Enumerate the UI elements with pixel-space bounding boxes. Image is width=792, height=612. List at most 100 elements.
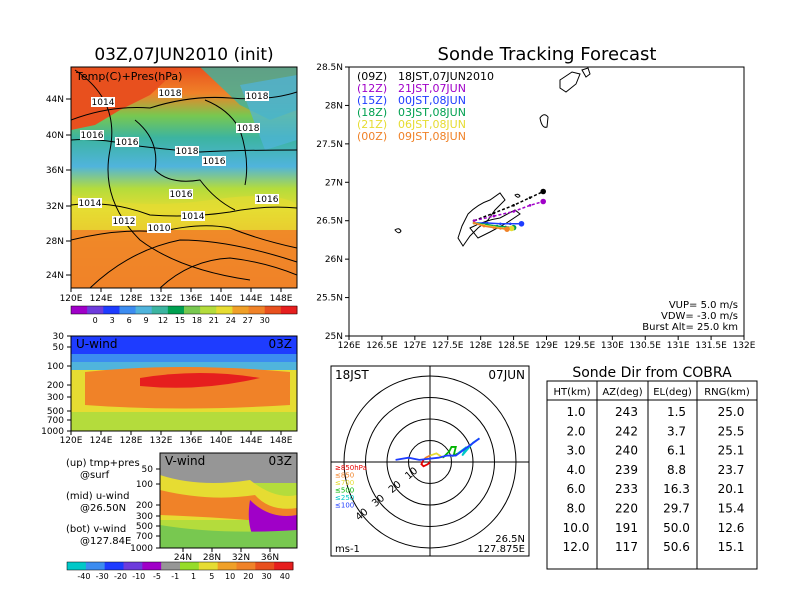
track-legend-time: 00JST,08JUN [398,94,466,107]
legend-line: (mid) u-wind [66,491,129,502]
track-lon-label: 128.5E [498,341,530,351]
hodograph-legend-item: ≤850 [335,472,354,480]
track-lat-label: 26N [325,255,343,265]
isobar-line [159,257,297,288]
v-lat-label: 28N [203,553,221,563]
v-wind-frame [159,452,298,549]
sonde-track-point [512,210,515,213]
table-cell: 117 [615,540,638,554]
v-pressure-label: 200 [136,501,153,511]
table-cell: 23.7 [718,463,745,477]
track-lat-label: 25N [325,332,343,342]
colorbar-swatch [142,562,162,570]
track-legend-time: 21JST,07JUN [398,82,466,95]
map-frame [70,66,298,289]
v-pressure-label: 50 [142,465,154,475]
v-pressure-label: 1000 [130,544,153,554]
colorbar-swatch [119,306,137,314]
track-lon-label: 126E [338,341,361,351]
legend-line: @127.84E [80,536,131,547]
colorbar-swatch [67,562,87,570]
colorbar-swatch [87,306,104,314]
table-cell: 8.0 [566,502,585,516]
v-wind-field [160,453,297,548]
hodograph-lon: 127.875E [477,544,525,555]
tracking-lat-ticks: 28.5N 28N 27.5N 27N 26.5N 26N 25.5N 25N [316,63,349,342]
hodograph-legend-item: ≥850hPa [335,464,367,472]
u-pressure-label: 200 [47,381,64,391]
map-lat-label: 24N [46,271,64,281]
legend-line: @surf [80,470,110,481]
v-lat-label: 36N [261,553,279,563]
sonde-track-point [472,219,476,223]
temperature-colorbar: 0 3 6 9 12 15 18 21 24 27 30 [70,305,298,325]
u-wind-time: 03Z [269,337,293,351]
table-cell: 243 [615,405,638,419]
map-title: 03Z,07JUN2010 (init) [94,45,273,65]
colorbar-swatch [216,306,233,314]
sonde-track-point [492,226,496,229]
track-legend-time: 18JST,07JUN2010 [398,70,494,83]
v-pressure-label: 300 [136,512,153,522]
sonde-track-point [512,204,515,207]
colorbar-swatch [135,306,153,314]
pressure-label-bg [255,194,279,204]
table-header: EL(deg) [653,387,692,398]
colorbar-swatch [264,306,282,314]
hodograph-time-right: 07JUN [488,368,525,382]
track-legend-zulu: (15Z) [357,94,387,107]
track-lat-label: 27.5N [316,140,343,150]
table-cell: 220 [615,502,638,516]
hodograph-segment [420,459,431,468]
pressure-label: 1018 [159,89,182,99]
hodograph-segment [395,437,480,461]
table-header: AZ(deg) [602,387,642,398]
sonde-track-point [499,227,502,230]
colorbar-tick: 12 [158,316,168,325]
pressure-label-bg [78,198,102,208]
u-wind-lon-ticks: 120E 124E 128E 132E 136E 140E 144E 148E [60,431,293,446]
table-header: HT(km) [554,387,591,398]
track-legend-time: 06JST,08JUN [398,118,466,131]
map-lon-label: 132E [150,294,173,304]
u-lon-label: 148E [270,436,293,446]
colorbar-swatch [217,562,237,570]
colorbar-swatch [236,562,256,570]
colorbar-tick: 0 [93,316,98,325]
table-cell: 6.0 [566,482,585,496]
track-lat-label: 27N [325,178,343,188]
temperature-field [71,67,297,288]
u-lon-label: 128E [120,436,143,446]
map-lat-label: 28N [46,237,64,247]
sonde-track-point [518,220,525,227]
pressure-label-bg [245,91,269,101]
u-lon-label: 144E [240,436,263,446]
table-cell: 4.0 [566,463,585,477]
hodograph-height-legend: ≥850hPa≤850≤700≤500≤250≤100 [335,464,367,510]
table-cell: 8.8 [667,463,686,477]
hodograph-legend-item: ≤500 [335,487,354,495]
colorbar-tick: 15 [175,316,185,325]
track-lon-label: 131E [667,341,690,351]
colorbar-tick: 24 [226,316,236,325]
map-lon-label: 144E [240,294,263,304]
sonde-track-point [504,226,510,232]
colorbar-tick: 1 [191,572,196,581]
colorbar-swatch [232,306,250,314]
pressure-label-bg [115,137,139,147]
track-lon-label: 127E [403,341,426,351]
track-lon-label: 127.5E [432,341,464,351]
sonde-direction-table: HT(km) AZ(deg) EL(deg) RNG(km) 1.0 243 1.5 25.0… [546,380,758,570]
colorbar-swatch [151,306,169,314]
v-wind-label: V-wind [165,454,205,468]
table-cell: 12.0 [563,540,590,554]
pressure-label: 1010 [148,224,171,234]
pressure-label-bg [91,97,115,107]
colorbar-tick: 3 [110,316,115,325]
track-legend-zulu: (09Z) [357,70,387,83]
u-pressure-label: 300 [47,393,64,403]
track-legend-zulu: (00Z) [357,130,387,143]
